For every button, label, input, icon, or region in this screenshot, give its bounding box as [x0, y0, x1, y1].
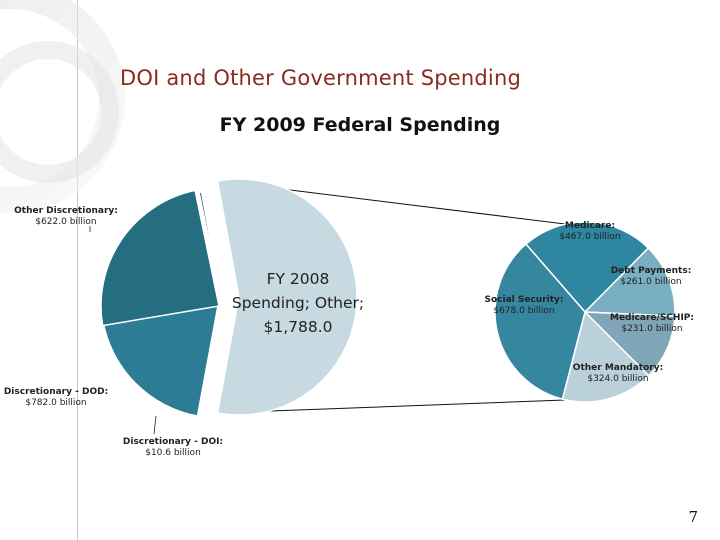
main-pie: [100, 178, 358, 417]
label-discretionary-doi: Discretionary - DOI: $10.6 billion: [123, 437, 223, 458]
label-discretionary-dod: Discretionary - DOD: $782.0 billion: [4, 387, 108, 408]
chart-title: FY 2009 Federal Spending: [219, 114, 501, 136]
label-fy-2008-spending-other: FY 2008 Spending; Other; $1,788.0: [232, 270, 364, 336]
page-number: 7: [688, 508, 698, 526]
connector-line-bottom: [217, 399, 566, 414]
main-slice-fy-2008-spending-other: [216, 178, 358, 416]
main-slice-discretionary-doi: [198, 191, 224, 309]
secondary-slice-medicare: [524, 221, 650, 314]
secondary-pie: [494, 221, 676, 403]
secondary-slice-other-mandatory: [561, 310, 650, 403]
decorative-rings: [0, 0, 125, 213]
secondary-slice-medicare-schip: [583, 311, 676, 377]
label-debt-payments: Debt Payments: $261.0 billion: [611, 266, 692, 287]
label-medicare: Medicare: $467.0 billion: [559, 221, 620, 242]
left-border-rule: [77, 0, 78, 540]
label-other-mandatory: Other Mandatory: $324.0 billion: [573, 363, 663, 384]
label-social-security: Social Security: $678.0 billion: [485, 295, 564, 316]
leader-discretionary-doi: [153, 415, 157, 435]
main-slice-other-discretionary: [101, 299, 220, 417]
slice-labels: FY 2008 Spending; Other; $1,788.0 Other Dis…: [4, 206, 694, 458]
label-other-discretionary: Other Discretionary: $622.0 billion: [14, 206, 118, 227]
label-medicare-schip: Medicare/SCHIP: $231.0 billion: [610, 313, 694, 334]
secondary-slice-debt-payments: [583, 246, 676, 317]
secondary-slice-social-security: [494, 243, 586, 401]
main-slice-discretionary-dod: [100, 189, 220, 327]
slide-title: DOI and Other Government Spending: [120, 66, 521, 90]
